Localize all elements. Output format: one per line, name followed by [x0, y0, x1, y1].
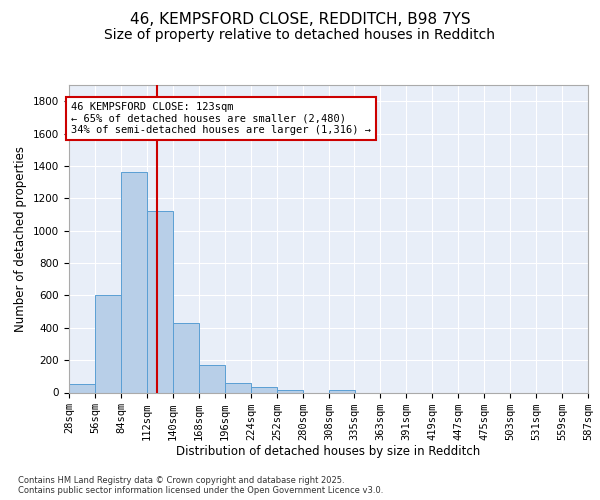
Bar: [277, 390, 303, 392]
Bar: [173, 323, 199, 392]
Bar: [147, 211, 173, 392]
Text: Size of property relative to detached houses in Redditch: Size of property relative to detached ho…: [104, 28, 496, 42]
Bar: [199, 365, 225, 392]
Text: 46, KEMPSFORD CLOSE, REDDITCH, B98 7YS: 46, KEMPSFORD CLOSE, REDDITCH, B98 7YS: [130, 12, 470, 28]
Bar: [69, 384, 95, 392]
Bar: [329, 390, 355, 392]
Bar: [251, 387, 277, 392]
Bar: [95, 294, 121, 392]
Bar: [121, 172, 147, 392]
X-axis label: Distribution of detached houses by size in Redditch: Distribution of detached houses by size …: [176, 446, 481, 458]
Text: Contains HM Land Registry data © Crown copyright and database right 2025.
Contai: Contains HM Land Registry data © Crown c…: [18, 476, 383, 495]
Text: 46 KEMPSFORD CLOSE: 123sqm
← 65% of detached houses are smaller (2,480)
34% of s: 46 KEMPSFORD CLOSE: 123sqm ← 65% of deta…: [71, 102, 371, 135]
Y-axis label: Number of detached properties: Number of detached properties: [14, 146, 28, 332]
Bar: [225, 383, 251, 392]
